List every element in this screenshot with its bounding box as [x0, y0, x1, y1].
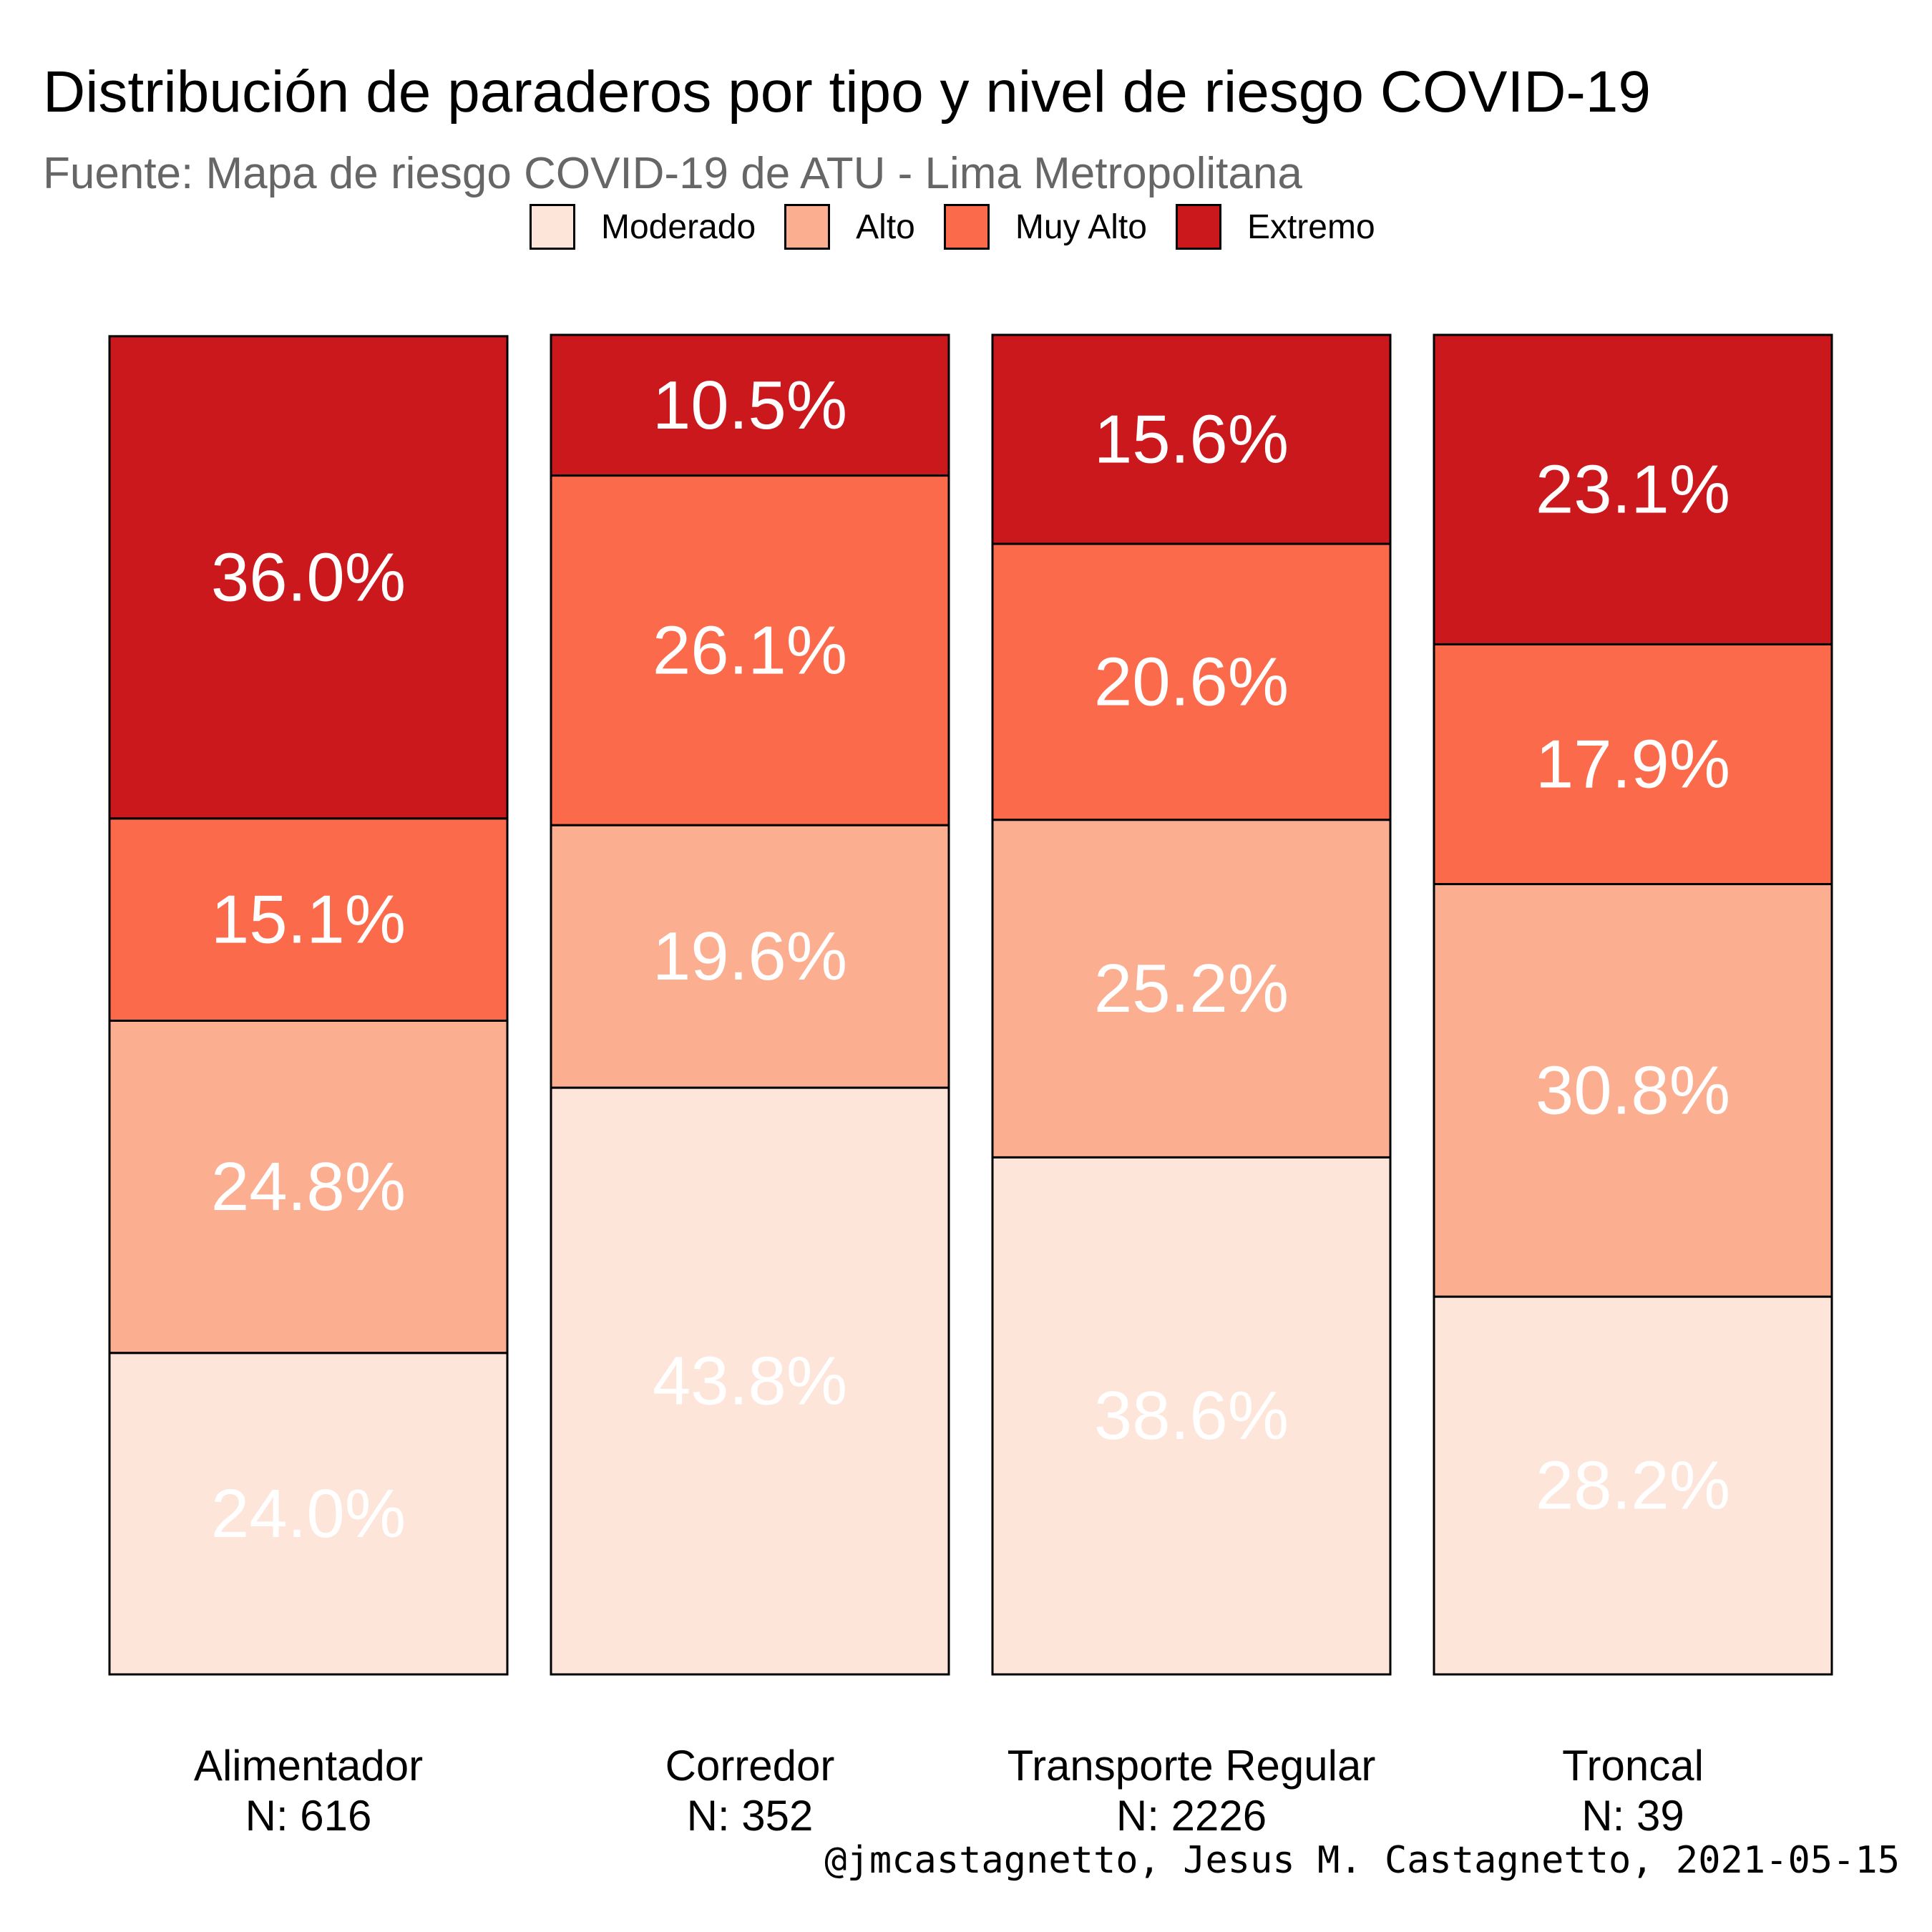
data-label-alimentador-moderado: 24.0%	[211, 1475, 406, 1552]
data-label-transporte-regular-alto: 25.2%	[1094, 950, 1289, 1027]
legend-swatch-muy-alto	[943, 204, 990, 250]
data-label-troncal-muy-alto: 17.9%	[1536, 726, 1730, 802]
chart-title: Distribución de paraderos por tipo y niv…	[43, 59, 1651, 125]
data-label-transporte-regular-moderado: 38.6%	[1094, 1377, 1289, 1454]
category-count-alimentador: N: 616	[245, 1792, 372, 1840]
bar-segment-troncal-moderado	[1433, 1295, 1833, 1676]
data-label-troncal-extremo: 23.1%	[1536, 452, 1730, 528]
legend-item-muy-alto: Muy Alto	[943, 204, 1147, 250]
bar-segment-troncal-alto	[1433, 883, 1833, 1298]
legend: Moderado Alto Muy Alto Extremo	[530, 202, 1404, 252]
bar-segment-alimentador-moderado	[108, 1352, 509, 1676]
category-count-troncal: N: 39	[1581, 1792, 1684, 1840]
category-label-alimentador: Alimentador	[194, 1742, 423, 1790]
bar-segment-corredor-moderado	[550, 1086, 950, 1676]
legend-label-muy-alto: Muy Alto	[1015, 208, 1147, 246]
bar-segment-corredor-muy-alto	[550, 474, 950, 826]
bar-segment-alimentador-muy-alto	[108, 817, 509, 1022]
bar-segment-troncal-extremo	[1433, 333, 1833, 645]
legend-item-alto: Alto	[784, 204, 915, 250]
category-label-corredor: Corredor	[665, 1742, 835, 1790]
bar-group-transporte-regular: 38.6% 25.2% 20.6% 15.6% Transporte RegularN:…	[991, 333, 1392, 1840]
legend-item-moderado: Moderado	[530, 204, 756, 250]
legend-label-moderado: Moderado	[601, 208, 756, 246]
legend-swatch-moderado	[530, 204, 575, 250]
bar-segment-alimentador-alto	[108, 1019, 509, 1355]
data-label-alimentador-extremo: 36.0%	[211, 539, 406, 615]
data-label-alimentador-muy-alto: 15.1%	[211, 882, 406, 958]
chart-subtitle: Fuente: Mapa de riesgo COVID-19 de ATU -…	[43, 149, 1302, 198]
caption: @jmcastagnetto, Jesus M. Castagnetto, 20…	[824, 1839, 1900, 1882]
bar-segment-alimentador-extremo	[108, 335, 509, 820]
bar-segment-transporte-regular-moderado	[991, 1156, 1392, 1676]
legend-swatch-alto	[784, 204, 831, 250]
data-label-corredor-muy-alto: 26.1%	[653, 612, 847, 688]
data-label-corredor-alto: 19.6%	[653, 918, 847, 995]
data-label-corredor-moderado: 43.8%	[653, 1343, 847, 1420]
legend-item-extremo: Extremo	[1175, 204, 1375, 250]
bar-segment-corredor-alto	[550, 824, 950, 1089]
data-label-troncal-alto: 30.8%	[1536, 1052, 1730, 1128]
category-label-transporte-regular: Transporte Regular	[1008, 1742, 1376, 1790]
bar-segment-corredor-extremo	[550, 333, 950, 477]
legend-label-alto: Alto	[856, 208, 915, 246]
bar-segment-transporte-regular-extremo	[991, 333, 1392, 545]
category-label-troncal: Troncal	[1562, 1742, 1704, 1790]
data-label-corredor-extremo: 10.5%	[653, 367, 847, 444]
category-count-corredor: N: 352	[687, 1792, 814, 1840]
bar-segment-transporte-regular-alto	[991, 819, 1392, 1158]
data-label-troncal-moderado: 28.2%	[1536, 1448, 1730, 1524]
data-label-transporte-regular-extremo: 15.6%	[1094, 401, 1289, 478]
category-count-transporte-regular: N: 2226	[1116, 1792, 1267, 1840]
bar-segment-troncal-muy-alto	[1433, 643, 1833, 886]
legend-swatch-extremo	[1175, 204, 1221, 250]
data-label-transporte-regular-muy-alto: 20.6%	[1094, 643, 1289, 720]
data-label-alimentador-alto: 24.8%	[211, 1148, 406, 1225]
legend-label-extremo: Extremo	[1246, 208, 1375, 246]
bar-segment-transporte-regular-muy-alto	[991, 542, 1392, 821]
